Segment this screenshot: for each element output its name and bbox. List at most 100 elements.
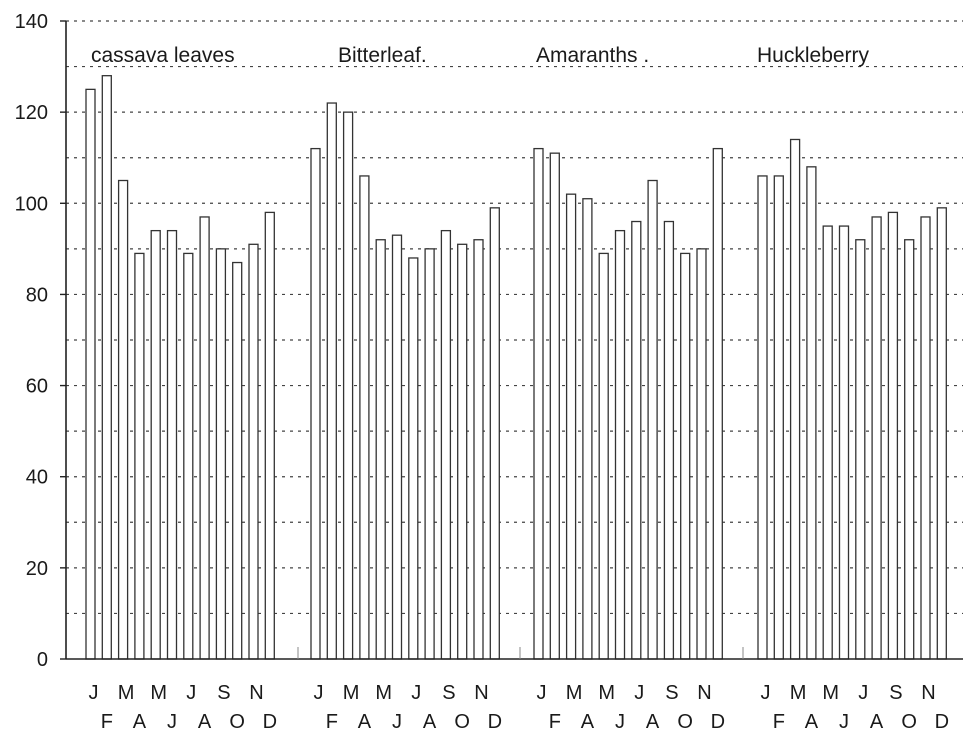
x-tick-label-3-5: M	[598, 682, 615, 704]
bar-4-8	[871, 216, 882, 660]
x-tick-label-3-10: O	[677, 711, 693, 730]
y-tick-label-40: 40	[26, 467, 48, 489]
bar-2-10	[457, 243, 468, 660]
x-tick-label-2-4: A	[358, 711, 372, 730]
x-tick-label-4-11: N	[921, 682, 935, 704]
bar-1-1	[85, 88, 96, 660]
y-tick-label-0: 0	[37, 649, 48, 671]
group-3	[533, 147, 723, 660]
bar-3-8	[647, 179, 658, 660]
bar-2-7	[408, 257, 419, 660]
x-tick-label-2-8: A	[423, 711, 437, 730]
x-tick-label-4-12: D	[935, 711, 949, 730]
x-tick-label-2-6: J	[392, 711, 402, 730]
y-tick-label-100: 100	[15, 193, 48, 215]
bar-2-2	[326, 102, 337, 660]
x-tick-label-3-3: M	[566, 682, 583, 704]
bar-2-8	[424, 248, 435, 660]
x-tick-label-1-5: M	[150, 682, 167, 704]
y-tick-label-60: 60	[26, 376, 48, 398]
y-tick-label-20: 20	[26, 558, 48, 580]
bar-1-3	[117, 179, 129, 660]
group-1	[85, 75, 275, 660]
x-tick-label-4-4: A	[805, 711, 819, 730]
x-tick-label-4-6: J	[839, 711, 849, 730]
x-tick-label-2-11: N	[474, 682, 488, 704]
x-tick-label-4-2: F	[773, 711, 785, 730]
x-tick-label-3-9: S	[665, 682, 678, 704]
bar-4-2	[773, 175, 784, 660]
group-label-2: Bitterleaf.	[338, 44, 427, 67]
bar-1-5	[150, 229, 161, 660]
group-label-1: cassava leaves	[91, 44, 235, 67]
bar-1-6	[166, 229, 178, 660]
x-tick-label-2-7: J	[411, 682, 421, 704]
y-tick-label-120: 120	[15, 102, 48, 124]
bar-2-12	[489, 207, 500, 660]
bar-4-3	[789, 138, 801, 660]
bar-4-7	[855, 239, 866, 660]
x-tick-label-1-7: J	[186, 682, 196, 704]
bar-1-11	[248, 243, 259, 660]
bar-2-4	[359, 175, 370, 660]
x-tick-label-1-6: J	[167, 711, 177, 730]
x-tick-label-1-2: F	[101, 711, 113, 730]
x-tick-label-2-1: J	[314, 682, 324, 704]
x-tick-label-1-8: A	[198, 711, 212, 730]
x-tick-label-4-3: M	[790, 682, 807, 704]
bar-1-4	[134, 252, 145, 660]
bar-1-12	[264, 211, 275, 660]
x-tick-label-3-7: J	[634, 682, 644, 704]
x-tick-label-1-10: O	[229, 711, 245, 730]
bar-3-11	[696, 248, 707, 660]
x-tick-label-1-11: N	[249, 682, 263, 704]
bars	[85, 75, 947, 660]
x-tick-label-1-4: A	[133, 711, 147, 730]
x-tick-label-2-12: D	[488, 711, 502, 730]
group-label-4: Huckleberry	[757, 44, 870, 67]
x-tick-label-4-5: M	[822, 682, 839, 704]
x-tick-label-3-1: J	[537, 682, 547, 704]
bar-4-10	[904, 239, 915, 660]
bar-4-11	[920, 216, 931, 660]
bar-3-6	[614, 229, 626, 660]
bar-1-7	[183, 252, 194, 660]
bar-2-6	[391, 234, 403, 660]
group-2	[310, 102, 500, 660]
bar-2-1	[310, 147, 321, 660]
bar-4-9	[887, 211, 899, 660]
bar-3-9	[663, 220, 675, 660]
bar-1-10	[232, 261, 243, 660]
bar-3-4	[582, 198, 593, 660]
x-tick-label-3-2: F	[549, 711, 561, 730]
y-tick-label-140: 140	[15, 11, 48, 33]
x-tick-label-3-11: N	[697, 682, 711, 704]
x-tick-label-2-10: O	[454, 711, 470, 730]
x-tick-label-1-1: J	[89, 682, 99, 704]
x-tick-label-3-6: J	[615, 711, 625, 730]
bar-1-9	[215, 248, 227, 660]
group-label-3: Amaranths .	[536, 44, 649, 67]
x-tick-label-2-9: S	[442, 682, 455, 704]
bar-3-1	[533, 147, 544, 660]
y-tick-label-80: 80	[26, 284, 48, 306]
axes	[60, 20, 963, 660]
bar-4-4	[806, 166, 817, 660]
bar-4-1	[757, 175, 768, 660]
bar-3-12	[712, 147, 723, 660]
gridlines	[66, 20, 963, 615]
x-tick-label-2-3: M	[343, 682, 360, 704]
bar-2-5	[375, 239, 386, 660]
bar-1-8	[199, 216, 210, 660]
x-tick-label-2-2: F	[326, 711, 338, 730]
bar-4-6	[838, 225, 850, 660]
x-tick-label-4-9: S	[889, 682, 902, 704]
x-tick-label-1-9: S	[217, 682, 230, 704]
x-tick-label-4-8: A	[870, 711, 884, 730]
bar-3-10	[680, 252, 691, 660]
x-tick-label-1-12: D	[263, 711, 277, 730]
x-tick-label-4-7: J	[858, 682, 868, 704]
x-tick-label-3-8: A	[646, 711, 660, 730]
